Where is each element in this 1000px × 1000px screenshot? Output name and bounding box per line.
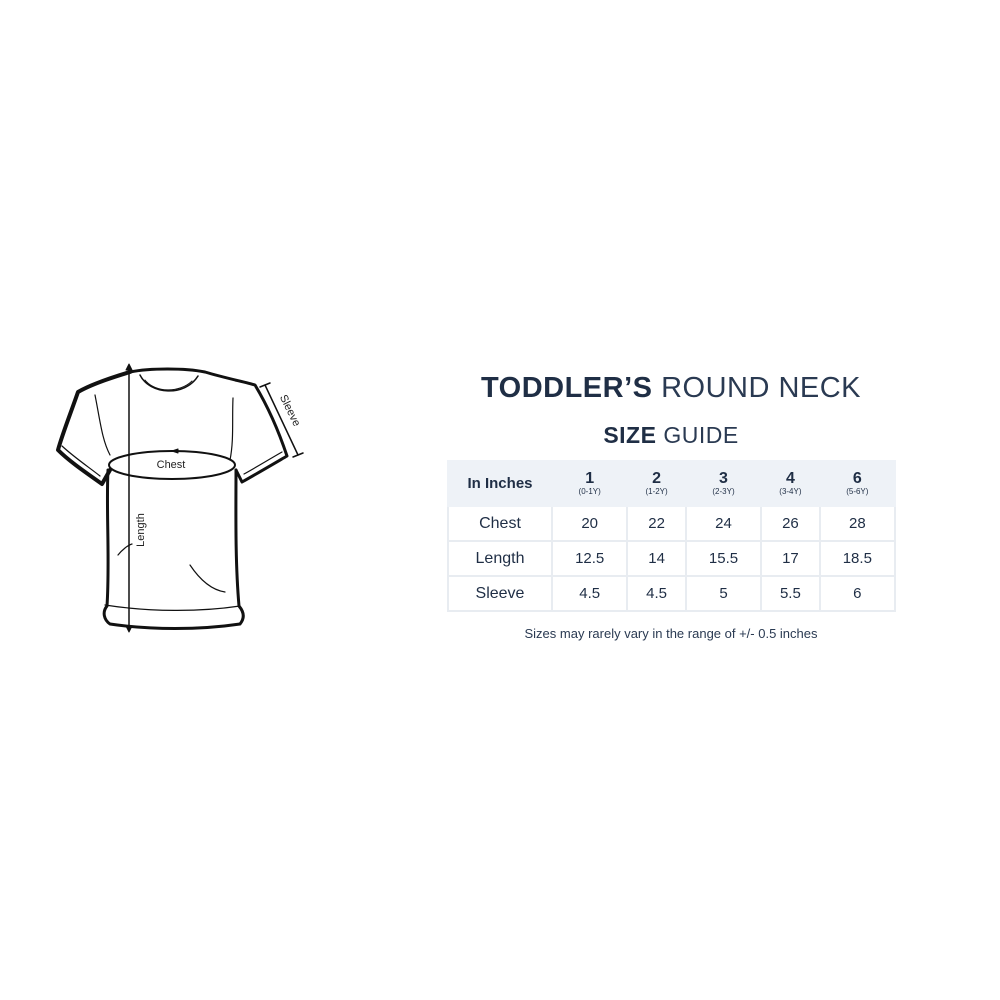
title-light: ROUND NECK bbox=[661, 372, 862, 404]
tshirt-diagram: Chest Length Sleeve bbox=[56, 363, 304, 633]
sleeve-tick-top bbox=[259, 382, 271, 388]
table-cell: 17 bbox=[760, 540, 821, 577]
table-cell: 18.5 bbox=[818, 540, 897, 577]
table-cell: 12.5 bbox=[550, 540, 629, 577]
table-cell: 5 bbox=[684, 575, 763, 612]
table-cell: 5.5 bbox=[760, 575, 821, 612]
row-label: Chest bbox=[447, 505, 553, 542]
row-label: Sleeve bbox=[447, 575, 553, 612]
row-label: Length bbox=[447, 540, 553, 577]
subtitle-light: GUIDE bbox=[663, 422, 739, 448]
length-label: Length bbox=[135, 513, 147, 547]
length-arrow-icon bbox=[125, 363, 133, 633]
table-header-row: In Inches 1 (0-1Y) 2 (1-2Y) 3 (2-3Y) 4 (3-4Y… bbox=[447, 460, 897, 507]
header-label: In Inches bbox=[447, 460, 553, 507]
table-cell: 4.5 bbox=[550, 575, 629, 612]
table-cell: 4.5 bbox=[626, 575, 687, 612]
size-variance-note: Sizes may rarely vary in the range of +/… bbox=[524, 626, 818, 641]
table-cell: 28 bbox=[818, 505, 897, 542]
page-subtitle: SIZE GUIDE bbox=[447, 422, 895, 449]
tshirt-outline bbox=[56, 367, 289, 630]
size-column-header: 1 (0-1Y) bbox=[550, 460, 629, 507]
table-cell: 6 bbox=[818, 575, 897, 612]
table-row: Length 12.5 14 15.5 17 18.5 bbox=[447, 540, 897, 577]
subtitle-bold: SIZE bbox=[603, 422, 657, 448]
table-cell: 22 bbox=[626, 505, 687, 542]
table-row: Chest 20 22 24 26 28 bbox=[447, 505, 897, 542]
sleeve-tick-bottom bbox=[292, 452, 304, 458]
chest-arrow-icon bbox=[171, 448, 179, 454]
size-column-header: 6 (5-6Y) bbox=[818, 460, 897, 507]
sleeve-measure-line bbox=[264, 384, 299, 456]
size-column-header: 2 (1-2Y) bbox=[626, 460, 687, 507]
table-cell: 24 bbox=[684, 505, 763, 542]
sleeve-label: Sleeve bbox=[277, 393, 303, 428]
table-row: Sleeve 4.5 4.5 5 5.5 6 bbox=[447, 575, 897, 612]
table-cell: 14 bbox=[626, 540, 687, 577]
page-title: TODDLER’S ROUND NECK bbox=[447, 372, 895, 405]
size-column-header: 3 (2-3Y) bbox=[684, 460, 763, 507]
chest-label: Chest bbox=[157, 459, 186, 471]
title-bold: TODDLER’S bbox=[480, 372, 653, 404]
size-table: In Inches 1 (0-1Y) 2 (1-2Y) 3 (2-3Y) 4 (3-4Y… bbox=[447, 460, 897, 612]
table-cell: 15.5 bbox=[684, 540, 763, 577]
size-column-header: 4 (3-4Y) bbox=[760, 460, 821, 507]
table-cell: 20 bbox=[550, 505, 629, 542]
table-cell: 26 bbox=[760, 505, 821, 542]
